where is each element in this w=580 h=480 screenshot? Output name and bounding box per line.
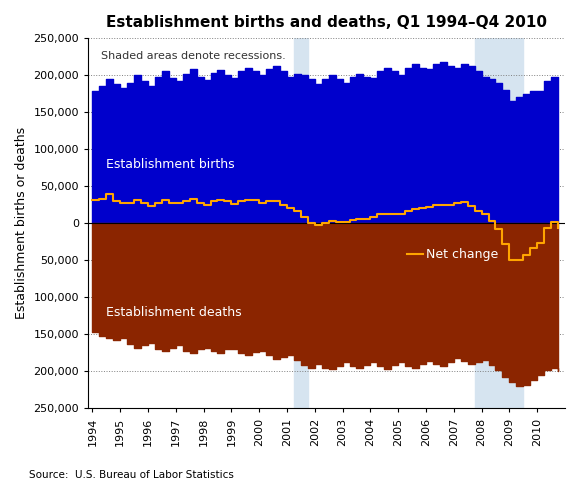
Text: Net change: Net change xyxy=(426,248,498,261)
Y-axis label: Establishment births or deaths: Establishment births or deaths xyxy=(15,127,28,319)
Bar xyxy=(474,38,523,408)
Text: Shaded areas denote recessions.: Shaded areas denote recessions. xyxy=(101,51,285,61)
Bar xyxy=(294,38,308,408)
Text: Establishment deaths: Establishment deaths xyxy=(106,306,242,319)
Text: Source:  U.S. Bureau of Labor Statistics: Source: U.S. Bureau of Labor Statistics xyxy=(29,469,234,480)
Title: Establishment births and deaths, Q1 1994–Q4 2010: Establishment births and deaths, Q1 1994… xyxy=(106,15,547,30)
Text: Establishment births: Establishment births xyxy=(106,157,235,170)
